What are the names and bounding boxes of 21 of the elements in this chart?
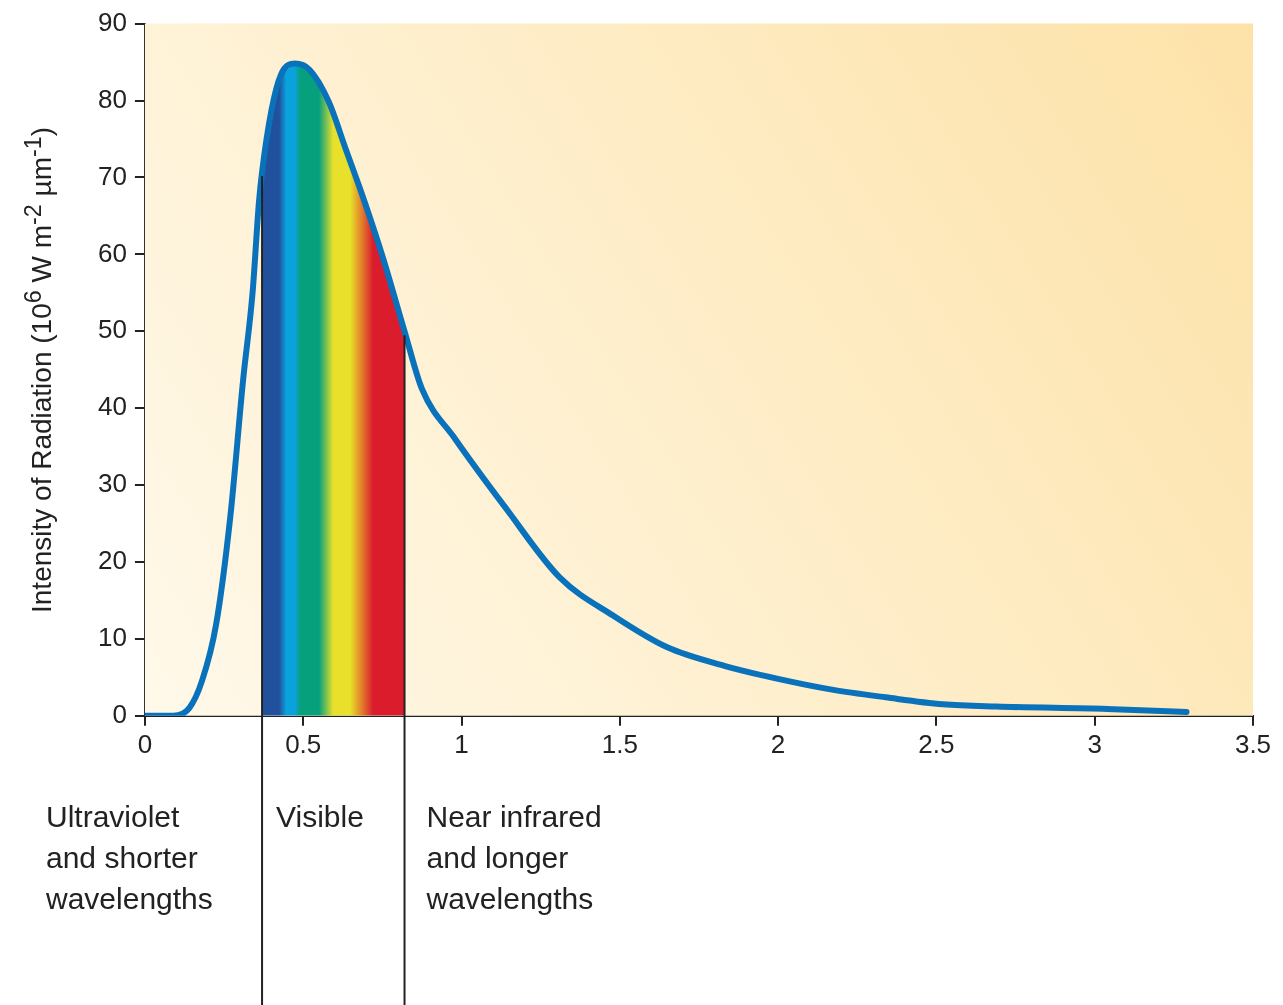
x-tick-label: 0.5: [285, 728, 322, 759]
text: Ultraviolet and shorter wavelengths: [46, 798, 213, 917]
y-tick-label: 90: [98, 6, 127, 37]
y-tick-label: 60: [98, 237, 127, 268]
band-label: Visible: [276, 798, 364, 835]
text: Near infrared and longer wavelengths: [426, 798, 602, 917]
x-tick-label: 1: [454, 728, 469, 759]
y-tick-label: 0: [112, 698, 127, 729]
x-tick-label: 1.5: [601, 728, 638, 759]
y-tick-label: 80: [98, 83, 127, 114]
y-tick-label: 40: [98, 391, 127, 422]
y-tick-label: 70: [98, 160, 127, 191]
y-tick-label: 20: [98, 545, 127, 576]
x-tick-label: 3: [1087, 728, 1102, 759]
x-tick-label: 3.5: [1234, 728, 1272, 759]
y-tick-label: 30: [98, 468, 127, 499]
x-tick-label: 2: [770, 728, 786, 759]
x-tick-label: 0: [137, 728, 153, 759]
y-tick-label: 50: [98, 314, 127, 345]
y-tick-label: 10: [98, 622, 127, 653]
x-tick-label: 2.5: [918, 728, 955, 759]
